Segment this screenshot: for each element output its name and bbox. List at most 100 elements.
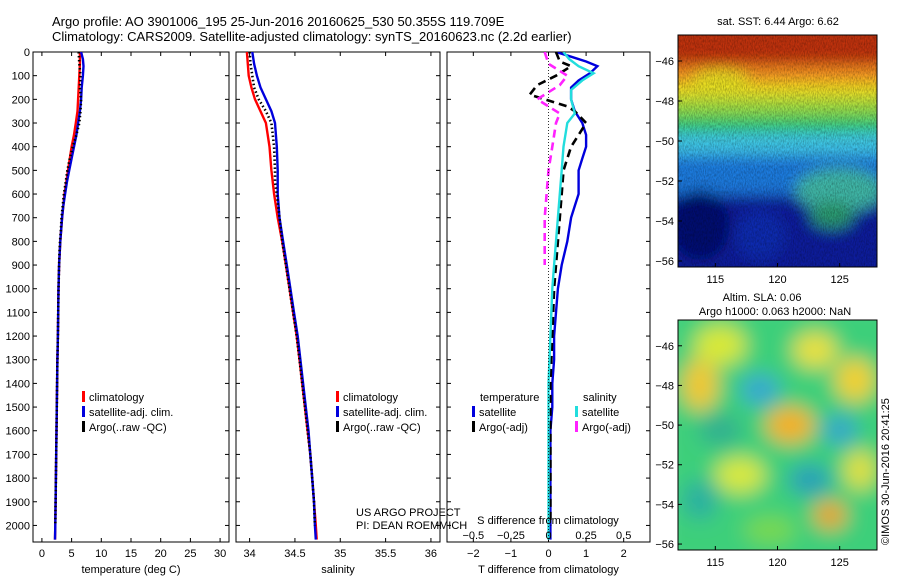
map-y-tick-label: −56 [655,539,674,551]
map-y-tick-label: −54 [655,216,674,228]
legend-label: satellite [582,407,619,419]
y-tick-label: 1700 [6,449,30,461]
map-y-tick-label: −46 [655,341,674,353]
y-tick-label: 1500 [6,402,30,414]
sla-map-title: Altim. SLA: 0.06 [723,292,802,304]
x-tick-label: 15 [125,548,137,560]
legend-swatch [336,421,339,432]
legend-swatch [82,391,85,402]
map-x-tick-label: 120 [768,557,786,569]
series-black-line [248,52,317,526]
x-tick-label: 0 [545,548,551,560]
x-top-tick-label: −0.25 [497,530,525,542]
y-tick-label: 200 [12,94,30,106]
legend-label: satellite-adj. clim. [89,407,173,419]
series-cyan-line [547,52,597,540]
legend-header-temperature: temperature [480,392,539,404]
y-tick-label: 1000 [6,284,30,296]
x-top-tick-label: 0.5 [616,530,631,542]
legend-label: satellite [479,407,516,419]
legend-label: Argo(-adj) [582,422,631,434]
x-tick-label: 35.5 [375,548,396,560]
y-tick-label: 1900 [6,497,30,509]
x-tick-label: −1 [505,548,518,560]
y-tick-label: 300 [12,118,30,130]
map-y-tick-label: −48 [655,380,674,392]
x-top-tick-label: −0.5 [462,530,484,542]
x-top-tick-label: 0 [545,530,551,542]
legend-label: satellite-adj. clim. [343,407,427,419]
legend-label: climatology [343,392,399,404]
sla-map-axes: 115 120 125 −46 −48 −50 −52 −54 −56 [655,341,849,569]
map-x-tick-label: 115 [707,274,725,286]
y-tick-label: 1800 [6,473,30,485]
x-tick-label: 36 [425,548,437,560]
y-tick-label: 0 [24,47,30,59]
figure-title-line1: Argo profile: AO 3901006_195 25-Jun-2016… [52,14,505,29]
y-tick-label: 100 [12,71,30,83]
legend-swatch [472,406,475,417]
x-axis-label: T difference from climatology [478,564,619,576]
x-axis-label: temperature (deg C) [81,564,180,576]
legend-swatch [336,391,339,402]
x-top-tick-label: 0.25 [575,530,596,542]
plot-frame [235,51,441,543]
map-y-tick-label: −48 [655,96,674,108]
x-tick-label: 35 [334,548,346,560]
x-tick-label: 1 [583,548,589,560]
y-tick-label: 1200 [6,331,30,343]
y-tick-label: 400 [12,142,30,154]
figure-title-line2: Climatology: CARS2009. Satellite-adjuste… [52,29,572,44]
map-y-tick-label: −50 [655,420,674,432]
map-x-tick-label: 125 [831,274,849,286]
project-line2: PI: DEAN ROEMMICH [356,520,467,532]
legend-header-salinity: salinity [583,392,617,404]
map-y-tick-label: −52 [655,460,674,472]
series-black-line [54,52,83,526]
legend-label: Argo(..raw -QC) [343,422,421,434]
x-tick-label: 0 [39,548,45,560]
series-blue-line [549,52,600,540]
series-black-line [527,52,588,526]
legend-swatch [336,406,339,417]
legend-swatch [575,421,578,432]
y-tick-label: 700 [12,213,30,225]
x-axis-label: salinity [321,564,355,576]
x-tick-label: 25 [184,548,196,560]
map-y-tick-label: −52 [655,176,674,188]
legend-swatch [82,406,85,417]
map-x-tick-label: 125 [831,557,849,569]
map-y-tick-label: −46 [655,56,674,68]
sla-map-subtitle: Argo h1000: 0.063 h2000: NaN [699,306,851,318]
x-top-axis-label: S difference from climatology [477,515,619,527]
sst-map-title: sat. SST: 6.44 Argo: 6.62 [717,16,839,28]
temperature-profile-panel: 0100200300400500600700800900100011001200… [6,47,230,576]
map-y-tick-label: −50 [655,136,674,148]
difference-profile-panel: −2 −1 0 1 2T difference from climatology −0.5… [446,51,651,576]
y-tick-label: 1400 [6,378,30,390]
legend-label: climatology [89,392,145,404]
map-y-tick-label: −54 [655,499,674,511]
legend-swatch [472,421,475,432]
x-tick-label: 34 [243,548,255,560]
y-tick-label: 600 [12,189,30,201]
salinity-profile-panel: 34 34.5 35 35.5 36 salinity climatology satelli… [235,51,441,576]
y-tick-label: 1100 [6,307,30,319]
x-tick-label: 20 [155,548,167,560]
x-tick-label: 5 [69,548,75,560]
x-tick-label: −2 [467,548,480,560]
plot-frame [32,51,230,543]
x-tick-label: 10 [95,548,107,560]
project-line1: US ARGO PROJECT [356,507,461,519]
x-tick-label: 34.5 [284,548,305,560]
map-y-tick-label: −56 [655,256,674,268]
imos-timestamp: ©IMOS 30-Jun-2016 20:41:25 [880,398,892,545]
series-magenta-line [534,52,570,265]
y-tick-label: 500 [12,165,30,177]
sst-map-axes: 115 120 125 −46 −48 −50 −52 −54 −56 [655,56,849,286]
sla-map-panel: Altim. SLA: 0.06 Argo h1000: 0.063 h2000… [655,292,878,569]
map-x-tick-label: 115 [707,557,725,569]
legend-label: Argo(..raw -QC) [89,422,167,434]
y-tick-label: 900 [12,260,30,272]
